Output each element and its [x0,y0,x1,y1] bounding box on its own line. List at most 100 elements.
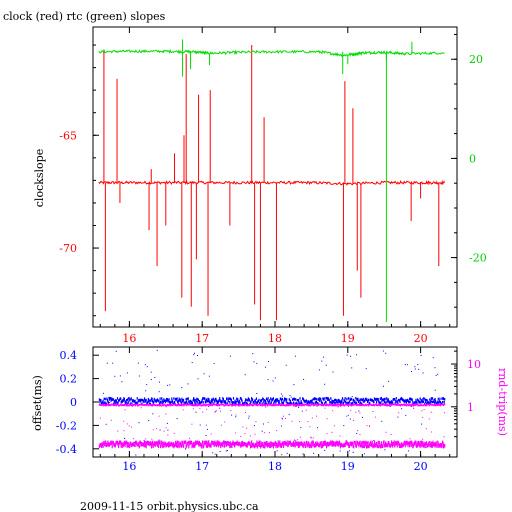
offset-point [328,398,330,402]
roundtrip-point [155,441,157,445]
roundtrip-point [257,442,260,447]
roundtrip-point [264,445,266,449]
roundtrip-point [162,441,164,446]
roundtrip-point [226,443,228,447]
roundtrip-point [261,404,263,406]
roundtrip-point [328,404,330,407]
roundtrip-outlier-point [267,421,269,423]
offset-point [388,401,390,404]
slopes-y-tick-label--70: -70 [59,242,77,255]
offset-point [323,398,325,401]
offset-point [345,400,347,404]
offset-outlier-point [206,428,208,430]
offset-point [166,398,169,401]
offset-point [434,398,436,401]
offset-point [433,398,435,402]
roundtrip-point [439,404,441,406]
offset-point [307,400,310,404]
roundtrip-point [155,404,157,407]
offset-point [387,400,389,404]
offset-point [396,400,398,403]
roundtrip-point [178,403,180,406]
offset-point [228,397,230,400]
offset-point [320,397,322,401]
offset-outlier-point [158,439,160,441]
roundtrip-point [315,443,318,447]
roundtrip-outlier-point [368,425,370,427]
offset-point [416,402,418,405]
roundtrip-point [180,444,182,448]
roundtrip-point [107,440,109,444]
roundtrip-point [335,403,337,406]
roundtrip-point [373,440,376,445]
roundtrip-point [138,441,140,446]
offset-point [120,397,122,400]
roundtrip-point [426,404,428,407]
roundtrip-point [211,403,213,406]
roundtrip-point [293,403,295,405]
roundtrip-point [188,403,190,405]
roundtrip-point [405,403,407,406]
offset-outlier-point [181,387,183,389]
offset-point [202,401,204,404]
offset-outlier-point [135,454,137,456]
roundtrip-point [320,442,322,446]
roundtrip-point [398,442,400,446]
roundtrip-outlier-point [299,436,301,438]
offset-point [252,398,254,401]
roundtrip-point [121,444,123,448]
offset-point [171,397,173,400]
offset-outlier-point [420,355,422,356]
roundtrip-y-axis-label: rnd-trip(ms) [496,368,509,436]
roundtrip-point [289,440,291,445]
roundtrip-point [260,445,262,449]
roundtrip-point [263,404,265,406]
offset-point [165,397,168,401]
offset-outlier-point [351,396,353,397]
roundtrip-point [318,404,320,406]
offset-point [351,397,353,401]
offset-outlier-point [280,425,282,427]
offset-point [138,398,140,402]
roundtrip-point [365,440,367,445]
offset-point [103,397,105,401]
roundtrip-point [194,403,196,406]
roundtrip-point [420,444,422,448]
roundtrip-outlier-point [136,441,138,443]
offset-point [355,396,357,400]
roundtrip-outlier-point [163,430,165,432]
roundtrip-point [396,444,398,448]
offset-point [212,397,214,401]
offset-outlier-point [114,375,116,377]
roundtrip-point [168,444,170,448]
offset-point [330,402,332,405]
offset-point [280,398,282,402]
roundtrip-point [144,440,146,445]
roundtrip-point [443,404,445,407]
roundtrip-point [412,444,414,448]
roundtrip-outlier-point [299,421,301,422]
offset-y-tick-label--0.4: -0.4 [56,443,77,456]
offset-outlier-point [261,430,263,432]
roundtrip-point [308,404,310,407]
roundtrip-point [322,443,324,448]
roundtrip-point [361,444,363,449]
roundtrip-point [270,441,272,445]
roundtrip-point [434,442,436,446]
offset-y-tick-label-0.2: 0.2 [60,373,78,386]
roundtrip-point [410,440,412,445]
offset-point [193,398,195,401]
roundtrip-point [182,403,185,406]
offset-outlier-point [219,407,221,409]
offset-point [208,398,210,401]
roundtrip-outlier-point [398,412,400,414]
offset-point [216,402,218,405]
offset-point [272,397,274,400]
offset-point [344,397,346,400]
roundtrip-point [238,404,240,407]
roundtrip-point [274,440,277,445]
roundtrip-outlier-point [369,425,371,427]
offset-point [348,400,351,403]
roundtrip-point [437,440,439,444]
roundtrip-point [176,440,178,444]
